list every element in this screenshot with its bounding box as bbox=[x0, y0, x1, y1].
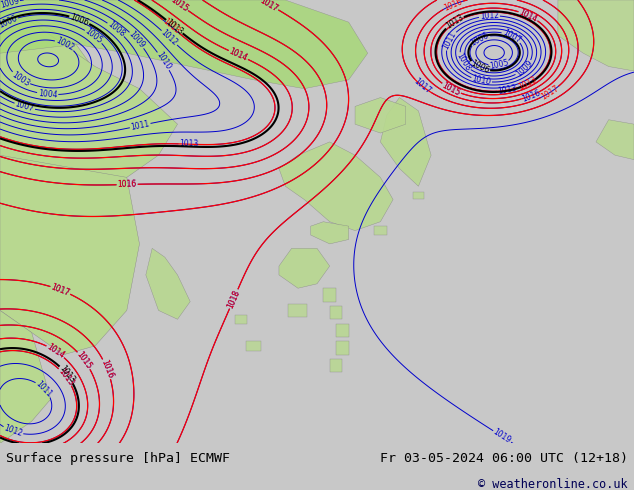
Text: 1013: 1013 bbox=[57, 364, 76, 385]
Polygon shape bbox=[279, 142, 393, 231]
Text: 1013: 1013 bbox=[56, 367, 75, 387]
Polygon shape bbox=[323, 288, 336, 301]
Text: 1011: 1011 bbox=[130, 119, 150, 132]
Text: 1016: 1016 bbox=[117, 180, 137, 189]
Polygon shape bbox=[330, 359, 342, 372]
Text: 1006: 1006 bbox=[69, 12, 90, 27]
Text: 1008: 1008 bbox=[455, 51, 472, 73]
Text: 1017: 1017 bbox=[540, 84, 560, 101]
Text: 1012: 1012 bbox=[479, 11, 499, 21]
Text: 1004: 1004 bbox=[37, 89, 58, 99]
Polygon shape bbox=[235, 315, 247, 324]
Text: 1017: 1017 bbox=[259, 0, 280, 13]
Text: © weatheronline.co.uk: © weatheronline.co.uk bbox=[478, 478, 628, 490]
Text: 1013: 1013 bbox=[164, 17, 184, 36]
Polygon shape bbox=[380, 98, 431, 186]
Polygon shape bbox=[311, 221, 349, 244]
Text: 1015: 1015 bbox=[169, 0, 190, 14]
Polygon shape bbox=[279, 248, 330, 288]
Text: 1015: 1015 bbox=[441, 80, 462, 98]
Text: Fr 03-05-2024 06:00 UTC (12+18): Fr 03-05-2024 06:00 UTC (12+18) bbox=[380, 452, 628, 465]
Polygon shape bbox=[0, 0, 368, 89]
Text: 1014: 1014 bbox=[518, 7, 539, 24]
Text: 1016: 1016 bbox=[117, 180, 137, 189]
Polygon shape bbox=[330, 306, 342, 319]
Text: 1013: 1013 bbox=[179, 139, 199, 149]
Text: 1016: 1016 bbox=[100, 358, 115, 380]
Text: 1013: 1013 bbox=[498, 84, 518, 96]
Text: 1010: 1010 bbox=[155, 50, 172, 72]
Text: 1010: 1010 bbox=[471, 74, 492, 87]
Text: 1016: 1016 bbox=[100, 358, 115, 380]
Text: 1015: 1015 bbox=[169, 0, 190, 14]
Text: 1014: 1014 bbox=[228, 47, 249, 63]
Text: 1005: 1005 bbox=[489, 58, 509, 71]
Text: 1007: 1007 bbox=[501, 27, 522, 45]
Polygon shape bbox=[0, 311, 51, 443]
Text: 1011: 1011 bbox=[441, 30, 458, 51]
Text: 1005: 1005 bbox=[83, 27, 104, 46]
Polygon shape bbox=[146, 248, 190, 319]
Text: 1006: 1006 bbox=[469, 30, 491, 48]
Text: 1017: 1017 bbox=[50, 282, 71, 297]
Text: 1013: 1013 bbox=[444, 13, 465, 31]
Text: 1013: 1013 bbox=[517, 75, 538, 92]
Text: 1012: 1012 bbox=[159, 28, 179, 48]
Text: 1009: 1009 bbox=[127, 30, 146, 50]
Text: 1018: 1018 bbox=[226, 289, 242, 310]
Text: 1014: 1014 bbox=[228, 47, 249, 63]
Polygon shape bbox=[355, 98, 406, 133]
Text: 1013: 1013 bbox=[56, 367, 75, 387]
Polygon shape bbox=[336, 324, 349, 337]
Text: 1007: 1007 bbox=[14, 99, 36, 114]
Text: 1009: 1009 bbox=[514, 59, 534, 78]
Text: 1012: 1012 bbox=[3, 424, 23, 439]
Text: 1014: 1014 bbox=[518, 7, 539, 24]
Polygon shape bbox=[0, 0, 139, 355]
Polygon shape bbox=[558, 0, 634, 71]
Text: 1017: 1017 bbox=[50, 282, 71, 297]
Text: 1014: 1014 bbox=[45, 342, 66, 360]
Text: 1016: 1016 bbox=[443, 0, 463, 13]
Text: 1017: 1017 bbox=[259, 0, 280, 13]
Polygon shape bbox=[413, 192, 424, 198]
Polygon shape bbox=[374, 226, 387, 235]
Text: 1014: 1014 bbox=[45, 342, 66, 360]
Polygon shape bbox=[0, 0, 178, 177]
Text: 1011: 1011 bbox=[34, 379, 54, 399]
Text: 1002: 1002 bbox=[55, 36, 75, 53]
Text: 1006: 1006 bbox=[0, 14, 18, 30]
Polygon shape bbox=[288, 304, 307, 317]
Polygon shape bbox=[596, 120, 634, 160]
Text: 1003: 1003 bbox=[10, 70, 31, 88]
Text: 1019: 1019 bbox=[491, 427, 513, 445]
Text: 1015: 1015 bbox=[75, 350, 94, 371]
Text: 1015: 1015 bbox=[75, 350, 94, 371]
Text: 1009: 1009 bbox=[0, 0, 20, 10]
Text: 1015: 1015 bbox=[441, 80, 462, 98]
Text: Surface pressure [hPa] ECMWF: Surface pressure [hPa] ECMWF bbox=[6, 452, 230, 465]
Text: 1008: 1008 bbox=[106, 20, 126, 39]
Text: 1013: 1013 bbox=[161, 17, 181, 36]
Text: 1017: 1017 bbox=[412, 77, 433, 96]
Text: 1016: 1016 bbox=[520, 88, 541, 103]
Polygon shape bbox=[336, 342, 349, 355]
Polygon shape bbox=[246, 341, 261, 351]
Text: 1006: 1006 bbox=[469, 59, 491, 76]
Text: 1018: 1018 bbox=[226, 289, 242, 310]
